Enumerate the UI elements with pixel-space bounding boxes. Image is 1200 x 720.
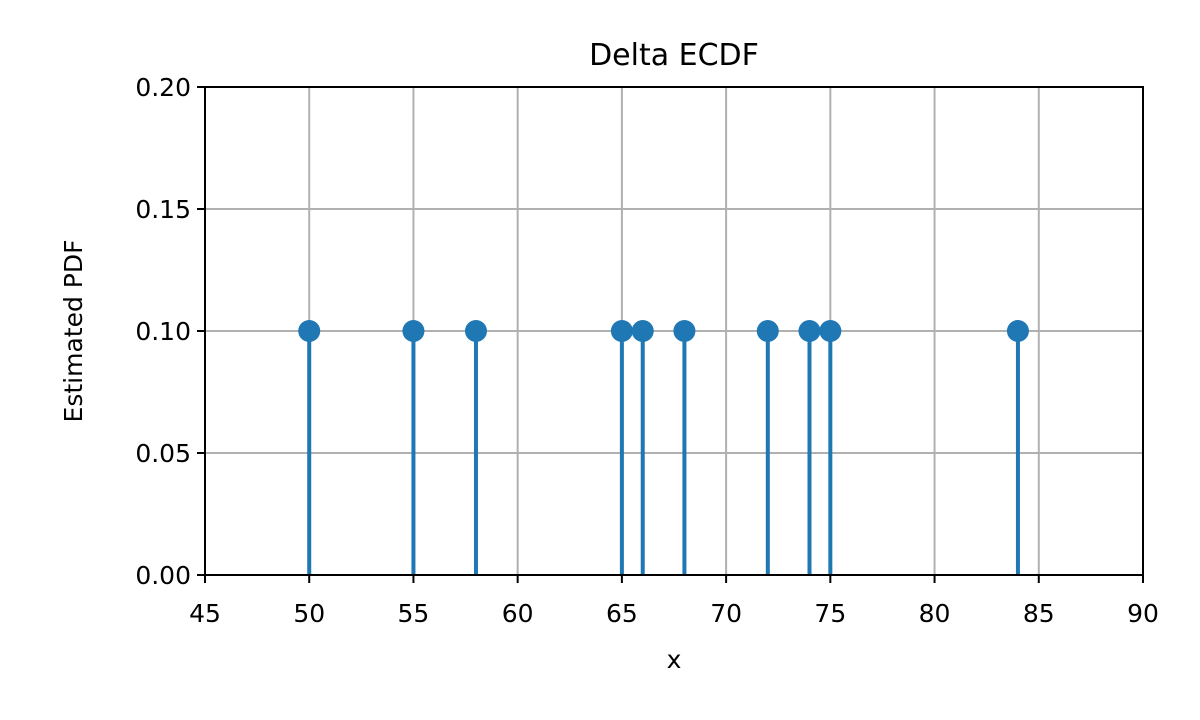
y-ticks: 0.00 0.05 0.10 0.15 0.20 xyxy=(135,73,205,590)
stem-marker xyxy=(756,320,779,342)
x-ticks: 45 50 55 60 65 70 75 80 85 90 xyxy=(189,575,1159,628)
stem-marker xyxy=(298,320,321,342)
x-axis-label: x xyxy=(667,645,682,674)
x-tick-label: 55 xyxy=(398,599,430,628)
y-tick-label: 0.05 xyxy=(135,439,191,468)
x-tick-label: 45 xyxy=(189,599,221,628)
y-tick-label: 0.20 xyxy=(135,73,191,102)
x-tick-label: 85 xyxy=(1023,599,1055,628)
y-axis-label: Estimated PDF xyxy=(59,240,88,423)
stem-marker xyxy=(631,320,654,342)
x-tick-label: 80 xyxy=(919,599,951,628)
x-tick-label: 65 xyxy=(606,599,638,628)
stem-marker xyxy=(798,320,821,342)
x-tick-label: 70 xyxy=(710,599,742,628)
stems-group xyxy=(307,331,1020,575)
stem-marker xyxy=(610,320,633,342)
x-tick-label: 50 xyxy=(293,599,325,628)
stem-marker xyxy=(819,320,842,342)
y-tick-label: 0.10 xyxy=(135,317,191,346)
stem-marker xyxy=(464,320,487,342)
x-tick-label: 90 xyxy=(1127,599,1159,628)
stem-marker xyxy=(402,320,425,342)
stem-marker xyxy=(673,320,696,342)
chart-title: Delta ECDF xyxy=(589,38,759,73)
y-tick-label: 0.15 xyxy=(135,195,191,224)
x-tick-label: 75 xyxy=(814,599,846,628)
markers-group xyxy=(298,320,1029,342)
x-tick-label: 60 xyxy=(502,599,534,628)
y-tick-label: 0.00 xyxy=(135,561,191,590)
stem-marker xyxy=(1006,320,1029,342)
